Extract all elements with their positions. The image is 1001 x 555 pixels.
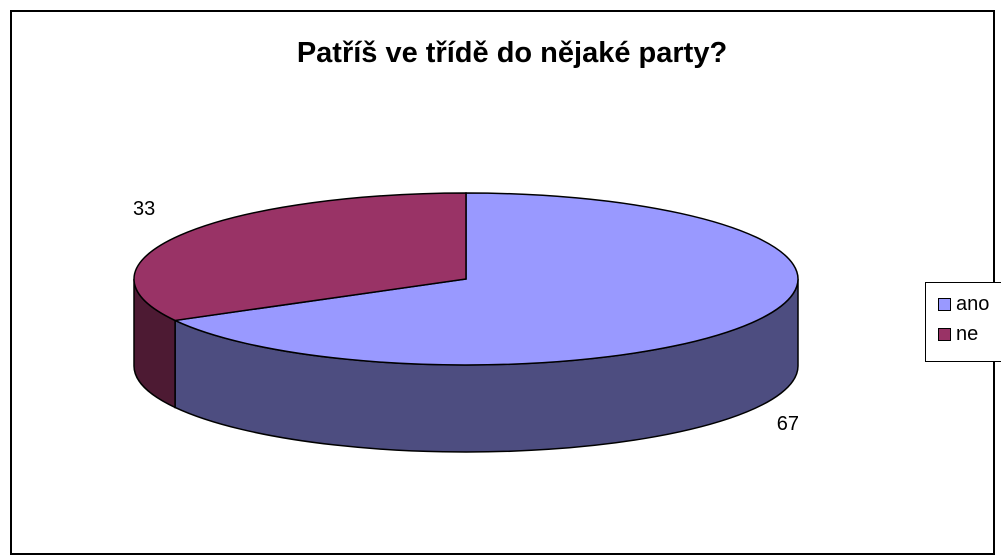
data-label-group: 67 33 xyxy=(133,198,799,435)
chart-title: Patříš ve třídě do nějaké party? xyxy=(297,37,727,69)
legend-item-ano: ano xyxy=(938,293,989,315)
legend-swatch-ano xyxy=(938,297,951,311)
legend: ano ne xyxy=(925,282,1001,362)
data-label-ne: 33 xyxy=(133,198,155,220)
legend-label-ano: ano xyxy=(956,292,990,315)
legend-item-ne: ne xyxy=(938,323,978,345)
legend-swatch-ne xyxy=(938,327,951,341)
legend-label-ne: ne xyxy=(956,322,979,345)
pie-group xyxy=(133,192,799,453)
data-label-ano: 67 xyxy=(777,413,799,435)
pie-slice-ne xyxy=(133,192,467,322)
pie-slice-ano xyxy=(172,192,799,366)
